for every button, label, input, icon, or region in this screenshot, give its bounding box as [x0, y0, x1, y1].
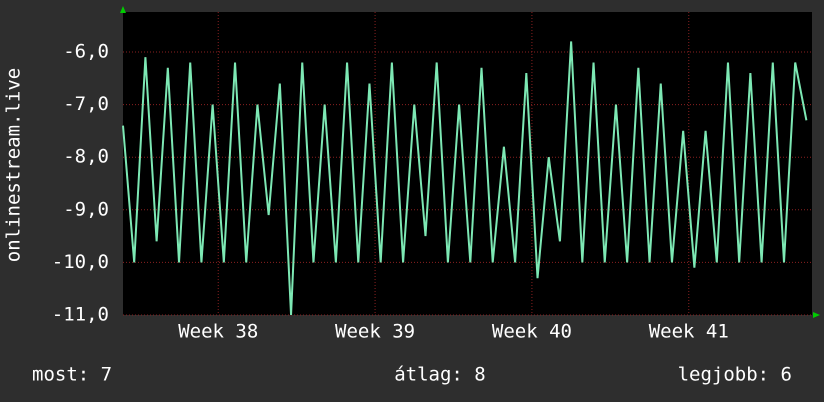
axis-arrow — [120, 6, 126, 13]
x-tick-label: Week 41 — [649, 321, 729, 343]
x-tick-label: Week 40 — [492, 321, 572, 343]
y-tick-label: -10,0 — [52, 251, 109, 273]
stat-label: átlag: 8 — [394, 364, 486, 386]
y-tick-label: -9,0 — [63, 198, 109, 220]
x-tick-label: Week 39 — [335, 321, 415, 343]
stat-label: legjobb: 6 — [678, 364, 792, 386]
x-tick-label: Week 38 — [178, 321, 258, 343]
stat-label: most: 7 — [32, 364, 112, 386]
y-tick-label: -7,0 — [63, 93, 109, 115]
y-tick-label: -8,0 — [63, 146, 109, 168]
y-tick-label: -6,0 — [63, 40, 109, 62]
y-tick-label: -11,0 — [52, 304, 109, 326]
plot-area — [123, 12, 812, 315]
data-line — [122, 41, 808, 316]
axis-arrow — [813, 312, 820, 318]
y-axis-label: onlinestream.live — [3, 68, 25, 262]
